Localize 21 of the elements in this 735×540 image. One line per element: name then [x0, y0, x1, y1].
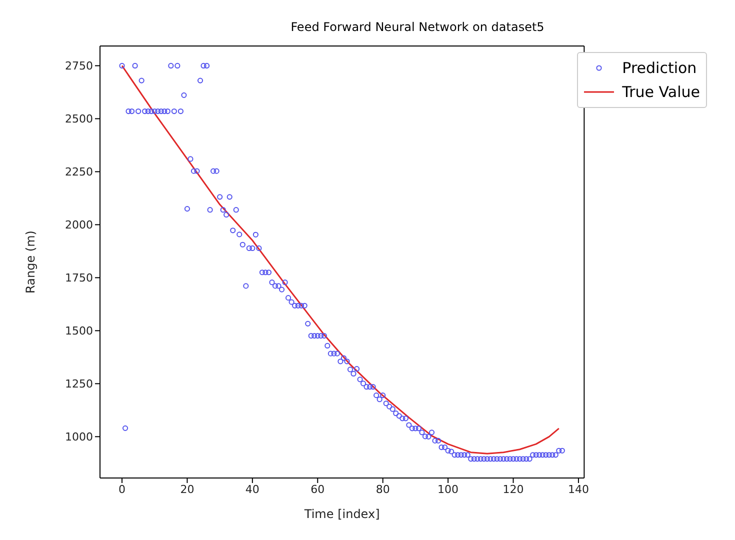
x-tick-label: 120: [502, 482, 524, 496]
y-tick-label: 1750: [65, 272, 93, 285]
y-tick-label: 2750: [65, 60, 93, 73]
chart-title: Feed Forward Neural Network on dataset5: [290, 20, 546, 34]
legend-label: True Value: [622, 83, 700, 101]
y-tick-label: 2250: [65, 166, 93, 179]
y-axis-title: Range (m): [23, 230, 38, 294]
x-tick-label: 20: [180, 482, 194, 496]
y-tick-label: 1500: [65, 324, 93, 338]
x-tick-label: 100: [438, 482, 459, 496]
x-tick-label: 40: [245, 482, 260, 496]
y-tick-label: 1000: [65, 430, 93, 444]
x-tick-label: 80: [376, 482, 390, 496]
y-tick-label: 2000: [65, 218, 93, 232]
x-axis-title: Time [index]: [303, 507, 380, 521]
x-tick-label: 140: [568, 482, 589, 496]
y-tick-label: 1250: [65, 378, 93, 391]
legend-label: Prediction: [622, 59, 697, 77]
x-tick-label: 60: [310, 482, 325, 496]
x-tick-label: 0: [118, 482, 126, 496]
y-tick-label: 2500: [65, 112, 93, 126]
